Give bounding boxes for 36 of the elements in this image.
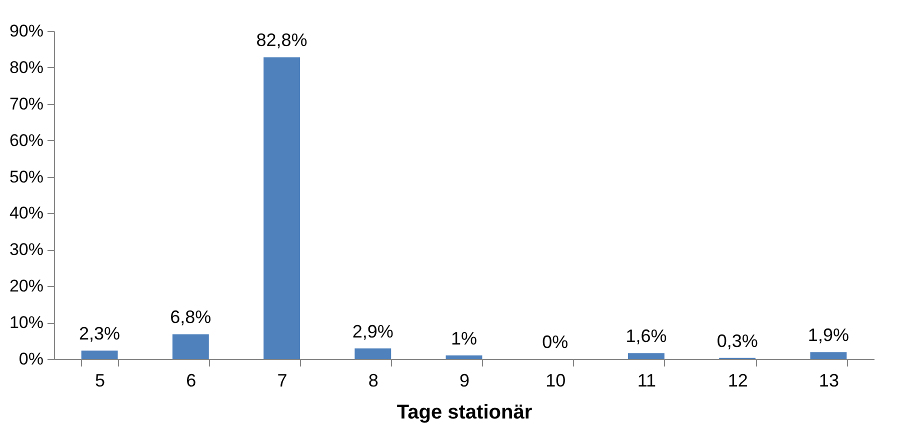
data-label: 2,9% (352, 321, 394, 342)
x-tick-label: 10 (546, 370, 566, 390)
x-tick-label: 8 (368, 370, 378, 390)
x-tick-label: 13 (818, 370, 839, 390)
data-label: 1,6% (626, 326, 667, 346)
y-tick-label: 90% (9, 22, 44, 40)
x-tick-label: 5 (95, 370, 106, 390)
y-tick-label: 70% (9, 94, 44, 114)
y-tick-label: 10% (9, 313, 44, 332)
y-tick-label: 20% (9, 276, 44, 296)
y-tick-label: 60% (9, 130, 44, 150)
bar (354, 348, 392, 359)
data-label: 1% (450, 328, 478, 348)
bar (264, 57, 300, 359)
x-tick-label: 11 (637, 370, 656, 390)
y-tick-label: 40% (9, 204, 44, 223)
x-tick-label: 9 (459, 370, 470, 390)
x-tick-label: 7 (277, 370, 288, 390)
bar (172, 334, 209, 359)
data-label: 0% (542, 332, 568, 352)
y-tick-label: 30% (9, 240, 44, 260)
x-tick-label: 12 (728, 370, 748, 390)
bar (446, 355, 482, 359)
data-label: 1,9% (808, 325, 849, 346)
bar (81, 350, 118, 359)
bar (628, 353, 664, 359)
x-tick-label: 6 (186, 370, 196, 390)
data-label: 0,3% (716, 330, 758, 351)
y-tick-label: 50% (9, 167, 44, 186)
data-label: 2,3% (79, 324, 120, 344)
y-tick-label: 80% (9, 58, 44, 77)
data-label: 6,8% (170, 307, 212, 328)
x-axis-title: Tage stationär (396, 402, 532, 424)
data-label: 82,8% (256, 30, 308, 50)
y-tick-label: 0% (18, 350, 44, 368)
bar (810, 352, 847, 359)
